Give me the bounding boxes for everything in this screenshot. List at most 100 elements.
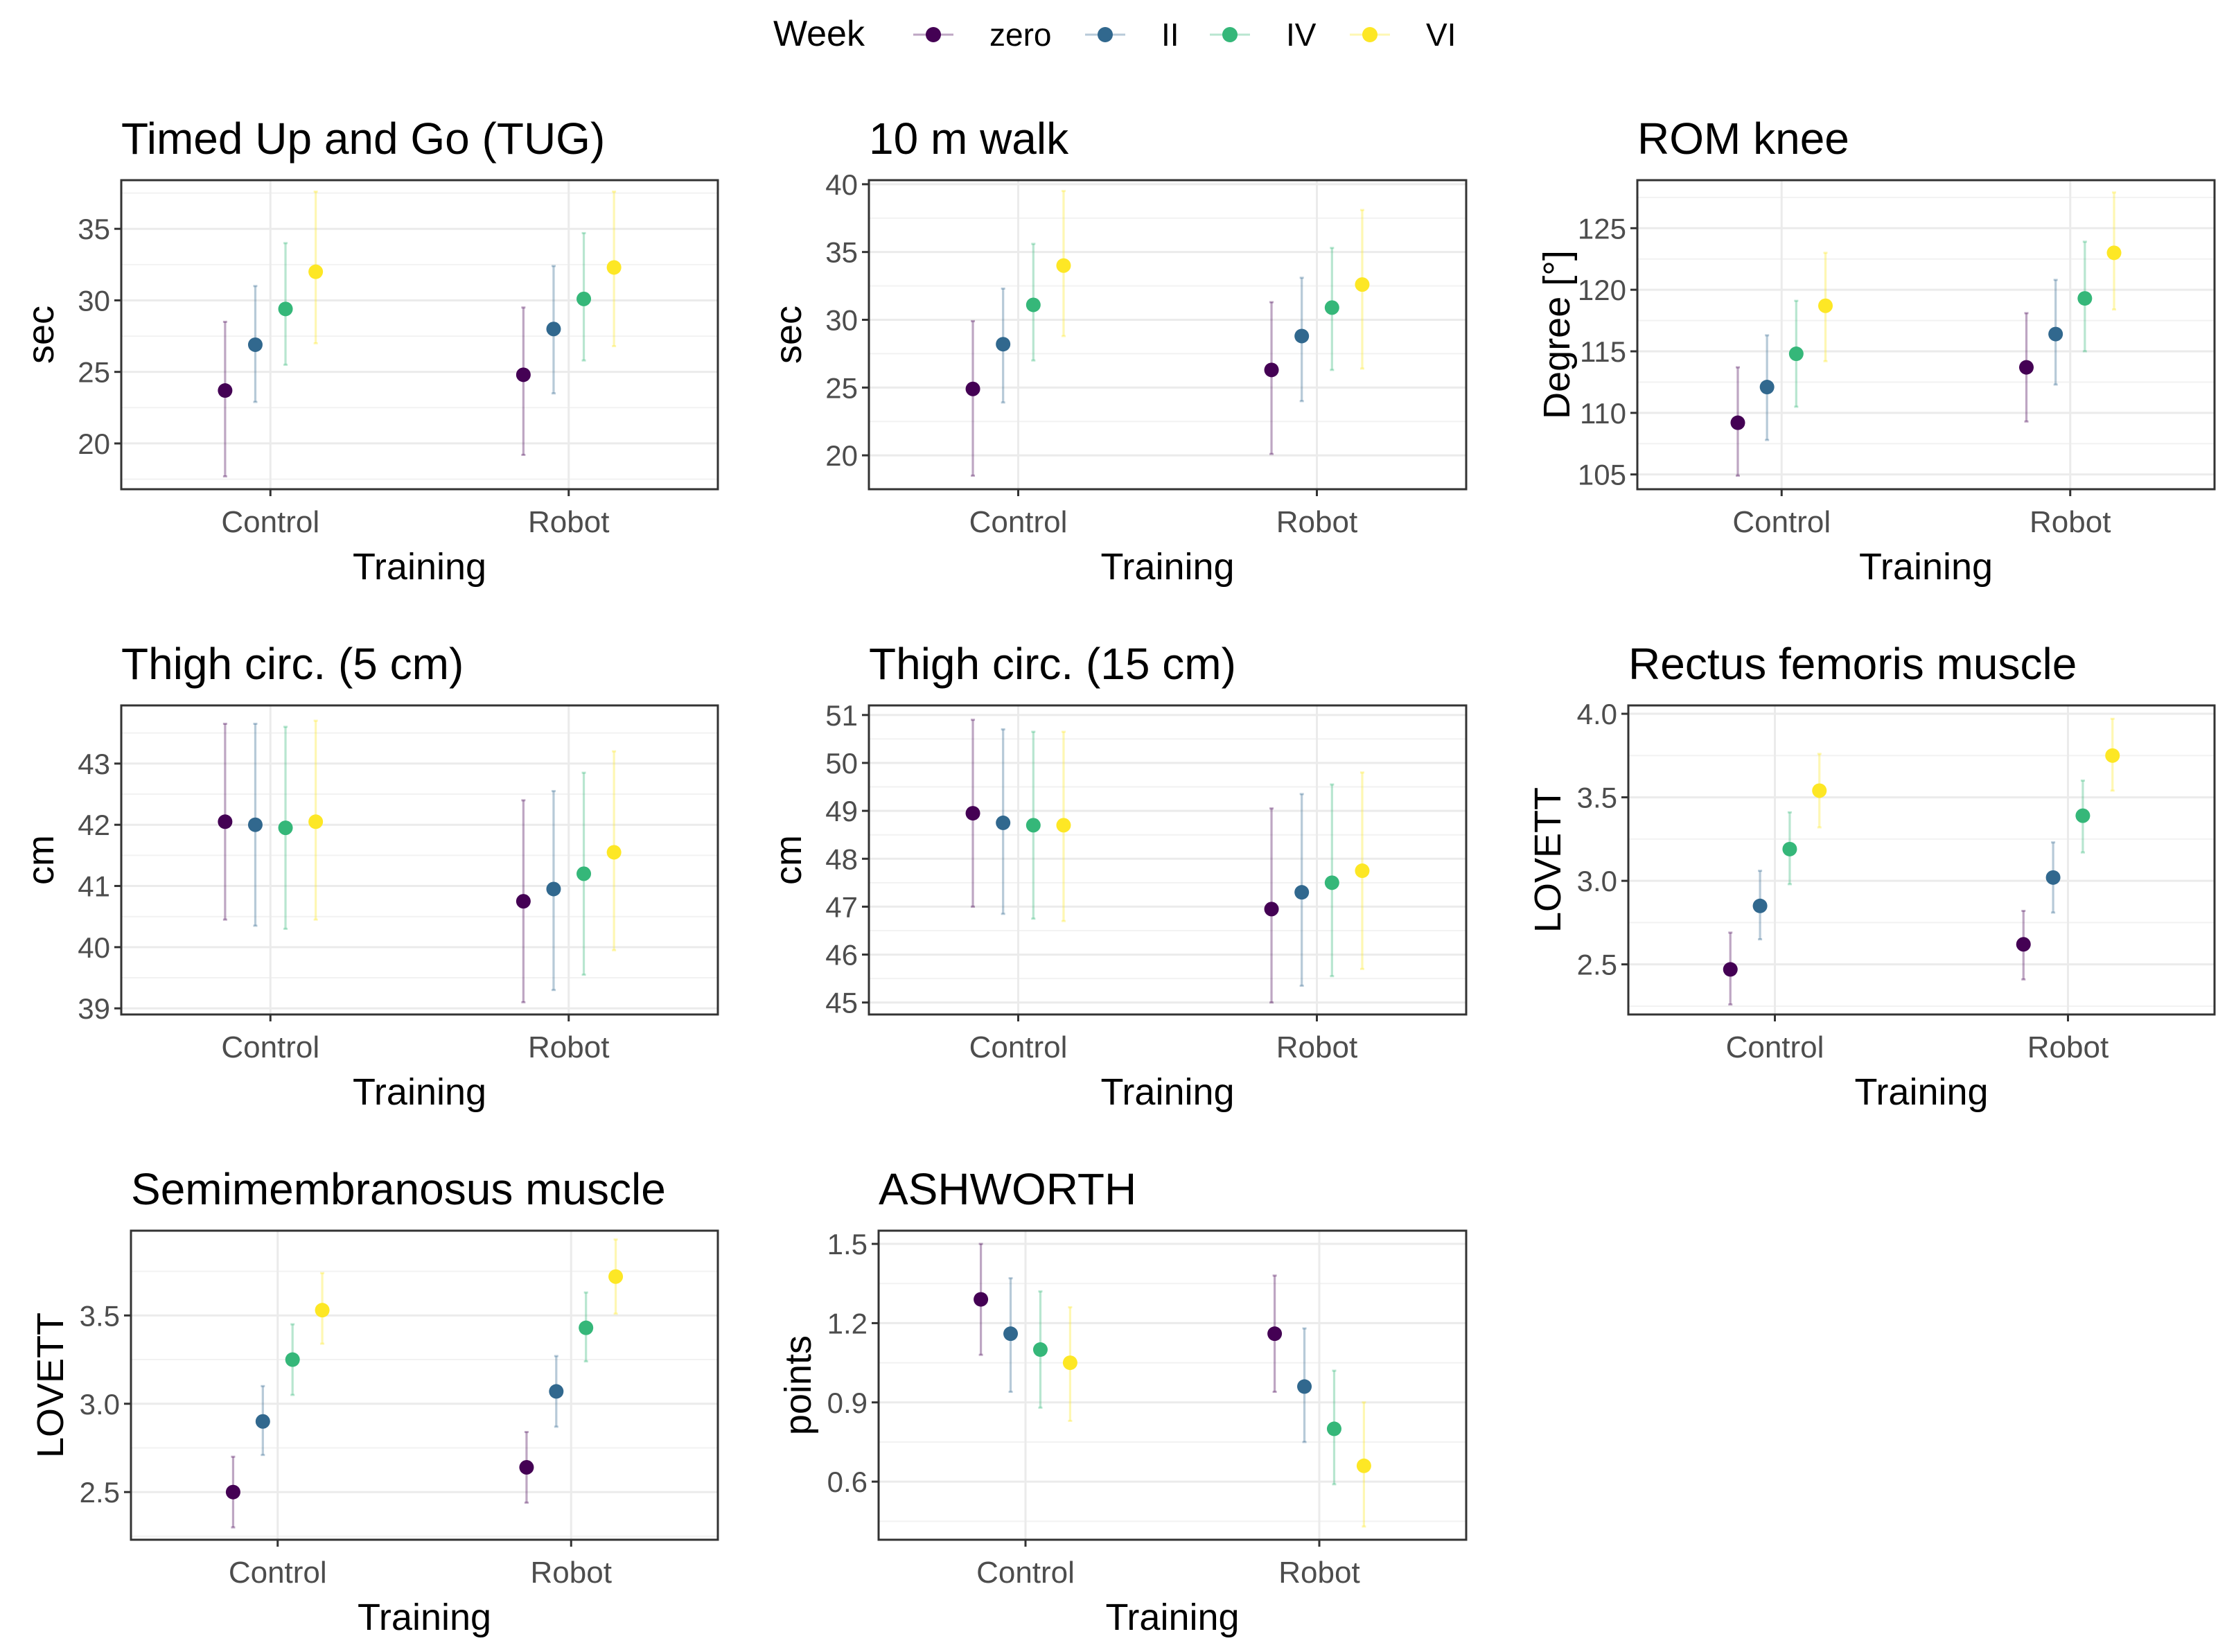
x-tick-label: Robot (1276, 505, 1357, 539)
series-ii (255, 1355, 564, 1457)
data-point (1356, 1458, 1371, 1473)
panel-7: 2.5 3.0 3.5 Control Robot Training LOVETT Semim… (30, 1164, 719, 1638)
y-axis-title: LOVETT (1527, 787, 1569, 933)
series-zero (1723, 910, 2031, 1006)
data-point (549, 1384, 564, 1399)
panel-2: 20 25 30 35 40 Control Robot Training sec 10 m wa… (768, 114, 1468, 588)
data-point (608, 1269, 624, 1284)
data-point (1026, 818, 1041, 833)
legend-key-point (926, 27, 941, 42)
panel-border (1627, 704, 2216, 1016)
data-point (2018, 360, 2034, 375)
data-point (1264, 902, 1279, 917)
y-tick-label: 20 (78, 428, 110, 460)
x-tick-label: Control (221, 505, 319, 539)
x-tick-label: Control (221, 1030, 319, 1064)
y-tick-label: 25 (78, 356, 110, 389)
data-point (2016, 937, 2031, 952)
x-tick-label: Control (1726, 1030, 1824, 1064)
series-vi (308, 719, 622, 951)
data-point (546, 881, 561, 897)
legend-label: IV (1286, 17, 1317, 53)
plot-background (869, 180, 1466, 489)
x-tick-label: Robot (2027, 1030, 2109, 1064)
data-point (965, 806, 980, 821)
x-tick-label: Robot (2030, 505, 2111, 539)
data-point (546, 322, 561, 337)
x-tick-label: Control (969, 505, 1068, 539)
panel-border (868, 704, 1468, 1016)
panel-1: 20 25 30 35 Control Robot Training sec Timed Up … (20, 114, 719, 588)
x-axis-title: Training (358, 1597, 491, 1638)
panel-title: 10 m walk (869, 114, 1069, 164)
y-tick-label: 1.5 (827, 1228, 868, 1260)
data-point (1326, 1421, 1341, 1436)
x-tick-label: Robot (528, 1030, 609, 1064)
data-point (1056, 258, 1071, 273)
y-axis-title: points (777, 1335, 819, 1435)
series-iv (278, 231, 592, 366)
panel-title: Thigh circ. (15 cm) (869, 639, 1236, 689)
data-point (1324, 300, 1339, 315)
x-axis-title: Training (1100, 1071, 1234, 1113)
data-point (996, 815, 1011, 830)
y-tick-label: 49 (825, 795, 858, 827)
plot-background (121, 180, 718, 489)
data-point (606, 260, 622, 275)
data-point (1723, 962, 1738, 977)
data-point (1056, 818, 1071, 833)
y-tick-label: 4.0 (1577, 698, 1617, 730)
data-point (606, 845, 622, 860)
y-axis-title: Degree [°] (1536, 250, 1578, 419)
plot-background (121, 705, 718, 1014)
y-tick-label: 110 (1580, 397, 1626, 430)
panel-6: 2.5 3.0 3.5 4.0 Control Robot Training LOVETT Re… (1527, 639, 2216, 1113)
y-tick-label: 25 (825, 371, 858, 404)
series-ii (996, 728, 1310, 987)
y-tick-label: 46 (825, 939, 858, 972)
panel-8: 0.6 0.9 1.2 1.5 Control Robot Training points AS… (777, 1164, 1468, 1638)
y-tick-label: 20 (825, 439, 858, 472)
series-ii (996, 276, 1310, 404)
series-vi (1062, 1306, 1371, 1528)
data-point (218, 383, 233, 398)
data-point (315, 1303, 330, 1318)
plot-background (1628, 705, 2215, 1014)
panel-title: Semimembranosus muscle (131, 1164, 666, 1214)
series-ii (1752, 841, 2061, 941)
y-axis-title: sec (768, 306, 809, 364)
data-point (2105, 748, 2120, 763)
series-zero (218, 722, 531, 1003)
y-tick-label: 0.6 (827, 1466, 868, 1498)
data-point (2045, 870, 2061, 885)
data-point (218, 814, 233, 829)
y-tick-label: 47 (825, 890, 858, 923)
series-ii (247, 265, 561, 403)
data-point (285, 1352, 300, 1367)
series-zero (218, 306, 531, 477)
panel-border (130, 1229, 719, 1541)
data-point (308, 814, 324, 829)
series-iv (1026, 243, 1339, 371)
y-tick-label: 51 (825, 699, 858, 732)
data-point (1297, 1379, 1312, 1394)
series-iv (1782, 779, 2090, 886)
data-point (579, 1320, 594, 1335)
series-zero (225, 1431, 534, 1529)
y-tick-label: 125 (1578, 212, 1626, 245)
data-point (1032, 1342, 1048, 1357)
y-tick-label: 35 (825, 236, 858, 269)
panel-4: 39 40 41 42 43 Control Robot Training cm Thigh ci… (20, 639, 719, 1113)
data-point (1267, 1326, 1283, 1342)
series-vi (1056, 730, 1370, 970)
data-point (1788, 346, 1804, 362)
data-point (996, 337, 1011, 352)
data-point (1003, 1326, 1019, 1342)
data-point (247, 337, 263, 352)
panel-title: Thigh circ. (5 cm) (121, 639, 464, 689)
legend-item-iv: IV (1210, 17, 1317, 53)
plot-background (131, 1231, 718, 1540)
series-zero (1730, 312, 2034, 477)
y-tick-label: 3.5 (80, 1299, 120, 1332)
data-point (278, 820, 293, 836)
